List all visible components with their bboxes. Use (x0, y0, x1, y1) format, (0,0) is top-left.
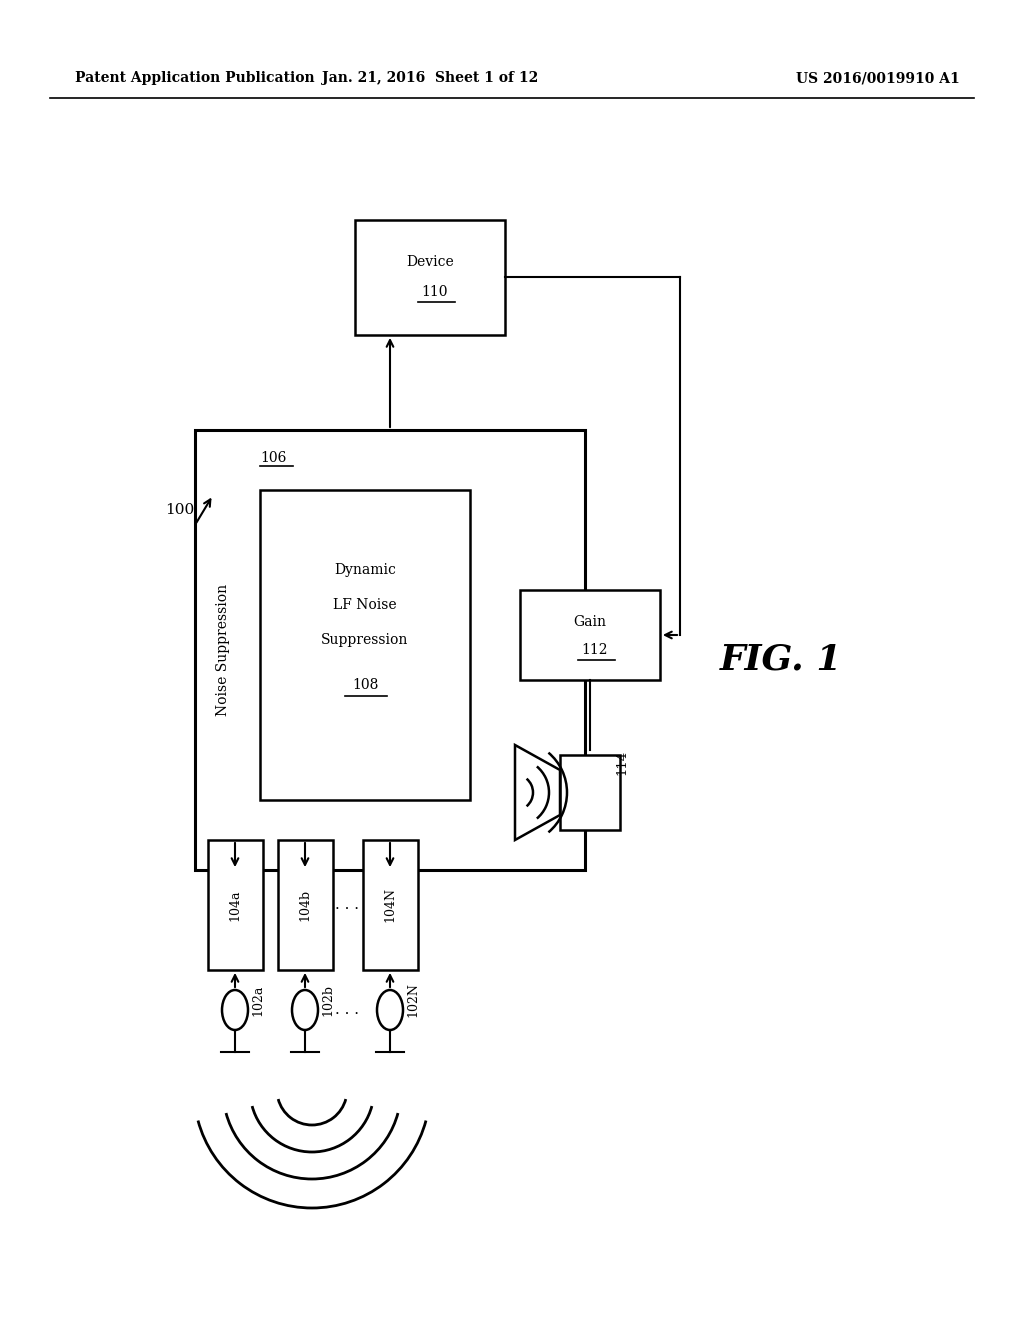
Bar (260, 490, 470, 800)
Text: Noise Suppression: Noise Suppression (216, 583, 230, 715)
Text: . . .: . . . (335, 1003, 359, 1016)
Text: 108: 108 (352, 678, 378, 692)
Bar (195, 430, 585, 870)
Ellipse shape (377, 990, 403, 1030)
Text: Gain: Gain (573, 615, 606, 630)
Text: Suppression: Suppression (322, 634, 409, 647)
Text: Patent Application Publication: Patent Application Publication (75, 71, 314, 84)
Bar (208, 840, 263, 970)
Bar (278, 840, 333, 970)
Bar (355, 220, 505, 335)
Text: 104N: 104N (384, 887, 396, 923)
Text: LF Noise: LF Noise (333, 598, 397, 612)
Polygon shape (515, 744, 560, 840)
Ellipse shape (292, 990, 318, 1030)
Text: 112: 112 (582, 643, 608, 657)
Text: 110: 110 (422, 285, 449, 300)
Text: . . .: . . . (335, 898, 359, 912)
Bar (362, 840, 418, 970)
Text: 102a: 102a (251, 985, 264, 1015)
Text: 102N: 102N (406, 982, 419, 1018)
Text: Jan. 21, 2016  Sheet 1 of 12: Jan. 21, 2016 Sheet 1 of 12 (322, 71, 539, 84)
Text: 104a: 104a (228, 890, 242, 921)
Bar (520, 590, 660, 680)
Text: Device: Device (407, 255, 454, 269)
Text: 102b: 102b (321, 983, 334, 1016)
Bar (560, 755, 620, 830)
Text: Dynamic: Dynamic (334, 564, 396, 577)
Text: 100: 100 (165, 503, 195, 517)
Text: 104b: 104b (299, 888, 311, 921)
Ellipse shape (222, 990, 248, 1030)
Text: US 2016/0019910 A1: US 2016/0019910 A1 (797, 71, 961, 84)
Text: 106: 106 (260, 451, 287, 465)
Text: 114: 114 (615, 750, 628, 775)
Text: FIG. 1: FIG. 1 (720, 643, 843, 677)
